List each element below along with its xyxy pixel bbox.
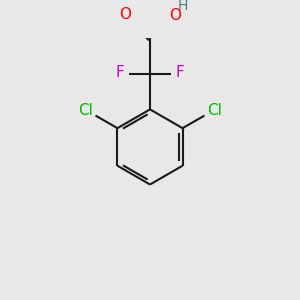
- Text: H: H: [177, 0, 188, 13]
- Text: Cl: Cl: [207, 103, 222, 118]
- Text: F: F: [176, 65, 184, 80]
- Text: O: O: [169, 8, 181, 23]
- Text: Cl: Cl: [78, 103, 93, 118]
- Text: F: F: [116, 65, 124, 80]
- Text: O: O: [119, 7, 131, 22]
